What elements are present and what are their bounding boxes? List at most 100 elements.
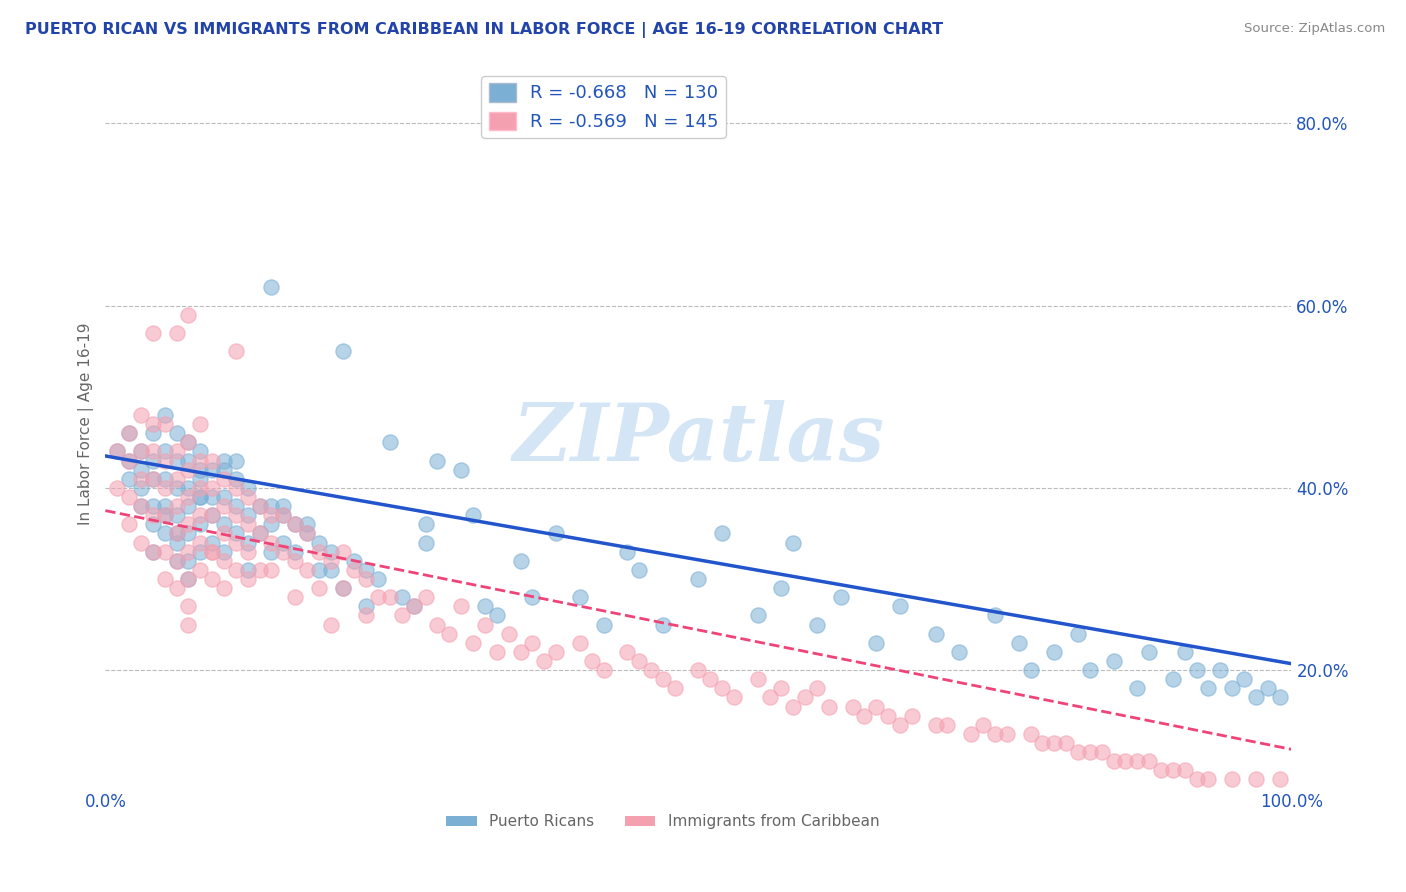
Point	[1137, 754, 1160, 768]
Point	[711, 526, 734, 541]
Point	[1126, 681, 1149, 696]
Point	[308, 563, 330, 577]
Point	[319, 544, 342, 558]
Point	[153, 472, 176, 486]
Point	[236, 508, 259, 523]
Point	[236, 481, 259, 495]
Point	[1209, 663, 1232, 677]
Point	[153, 526, 176, 541]
Point	[509, 554, 531, 568]
Point	[212, 453, 235, 467]
Point	[402, 599, 425, 614]
Point	[129, 499, 152, 513]
Point	[225, 526, 247, 541]
Legend: Puerto Ricans, Immigrants from Caribbean: Puerto Ricans, Immigrants from Caribbean	[440, 808, 886, 836]
Point	[806, 681, 828, 696]
Point	[118, 517, 141, 532]
Point	[936, 717, 959, 731]
Point	[118, 472, 141, 486]
Point	[972, 717, 994, 731]
Point	[260, 280, 283, 294]
Point	[378, 590, 401, 604]
Point	[308, 581, 330, 595]
Point	[295, 563, 318, 577]
Point	[747, 608, 769, 623]
Point	[201, 508, 224, 523]
Point	[1268, 772, 1291, 787]
Text: Source: ZipAtlas.com: Source: ZipAtlas.com	[1244, 22, 1385, 36]
Point	[212, 499, 235, 513]
Point	[236, 572, 259, 586]
Point	[391, 608, 413, 623]
Point	[901, 708, 924, 723]
Point	[188, 472, 211, 486]
Point	[153, 444, 176, 458]
Point	[225, 508, 247, 523]
Point	[415, 590, 437, 604]
Point	[295, 526, 318, 541]
Point	[319, 617, 342, 632]
Point	[1244, 690, 1267, 705]
Point	[616, 645, 638, 659]
Point	[1078, 745, 1101, 759]
Point	[461, 636, 484, 650]
Point	[343, 554, 366, 568]
Point	[236, 563, 259, 577]
Point	[1174, 764, 1197, 778]
Point	[439, 626, 461, 640]
Point	[415, 535, 437, 549]
Point	[651, 617, 673, 632]
Point	[142, 417, 165, 431]
Point	[770, 681, 793, 696]
Point	[1078, 663, 1101, 677]
Point	[391, 590, 413, 604]
Point	[212, 526, 235, 541]
Point	[640, 663, 662, 677]
Point	[806, 617, 828, 632]
Point	[295, 517, 318, 532]
Point	[1244, 772, 1267, 787]
Point	[105, 444, 128, 458]
Point	[688, 572, 710, 586]
Point	[212, 462, 235, 476]
Point	[485, 645, 508, 659]
Point	[699, 672, 721, 686]
Text: ZIPatlas: ZIPatlas	[512, 400, 884, 477]
Point	[1114, 754, 1136, 768]
Point	[225, 535, 247, 549]
Point	[249, 499, 271, 513]
Point	[308, 544, 330, 558]
Point	[236, 490, 259, 504]
Point	[166, 426, 188, 441]
Point	[711, 681, 734, 696]
Point	[201, 544, 224, 558]
Point	[1268, 690, 1291, 705]
Point	[166, 526, 188, 541]
Point	[129, 481, 152, 495]
Point	[212, 581, 235, 595]
Point	[271, 535, 294, 549]
Point	[1185, 663, 1208, 677]
Point	[201, 508, 224, 523]
Point	[984, 727, 1007, 741]
Point	[1197, 772, 1219, 787]
Point	[415, 517, 437, 532]
Point	[225, 344, 247, 359]
Point	[592, 617, 614, 632]
Point	[794, 690, 817, 705]
Point	[533, 654, 555, 668]
Point	[865, 699, 887, 714]
Point	[770, 581, 793, 595]
Point	[461, 508, 484, 523]
Point	[1220, 772, 1243, 787]
Point	[212, 517, 235, 532]
Point	[129, 444, 152, 458]
Point	[402, 599, 425, 614]
Point	[924, 626, 946, 640]
Point	[319, 563, 342, 577]
Point	[166, 453, 188, 467]
Point	[177, 435, 200, 450]
Point	[948, 645, 970, 659]
Point	[367, 572, 389, 586]
Point	[129, 408, 152, 422]
